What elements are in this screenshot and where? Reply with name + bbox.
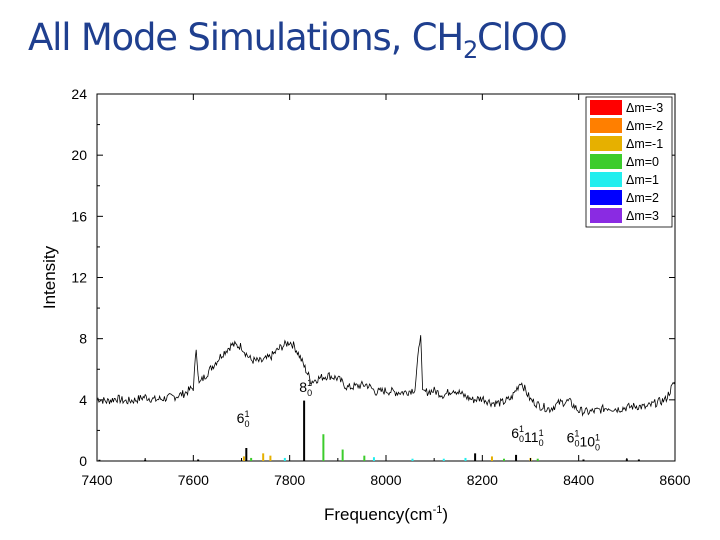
y-tick-label: 0 xyxy=(79,453,87,469)
legend-swatch xyxy=(590,208,622,223)
legend-label: Δm=3 xyxy=(626,209,659,223)
legend-swatch xyxy=(590,136,622,151)
legend-swatch xyxy=(590,118,622,133)
mode-label: 61 0101 0 xyxy=(567,429,600,453)
x-axis-label: Frequency(cm-1) xyxy=(324,504,448,524)
x-tick-label: 8000 xyxy=(370,472,401,488)
y-tick-label: 16 xyxy=(71,208,87,224)
legend-label: Δm=-2 xyxy=(626,119,663,133)
y-axis-label: Intensity xyxy=(40,245,59,309)
y-tick-label: 20 xyxy=(71,147,87,163)
legend-label: Δm=2 xyxy=(626,191,659,205)
legend-label: Δm=0 xyxy=(626,155,659,169)
legend-swatch xyxy=(590,190,622,205)
x-tick-label: 7400 xyxy=(81,472,112,488)
x-tick-label: 8600 xyxy=(659,472,690,488)
legend-label: Δm=-1 xyxy=(626,137,663,151)
mode-label: 61 0111 0 xyxy=(511,424,543,448)
legend: Δm=-3 Δm=-2 Δm=-1 Δm=0 Δm=1 Δm=2 Δm=3 xyxy=(585,96,673,228)
slide-title: All Mode Simulations, CH2ClOO xyxy=(28,16,568,64)
legend-swatch xyxy=(590,100,622,115)
mode-annotations: 61 0 81 0 61 0111 0 61 0101 0 xyxy=(237,378,600,452)
legend-label: Δm=-3 xyxy=(626,101,663,115)
legend-swatch xyxy=(590,154,622,169)
legend-label: Δm=1 xyxy=(626,173,659,187)
x-tick-label: 7800 xyxy=(274,472,305,488)
mode-label: 81 0 xyxy=(299,378,312,398)
y-tick-label: 12 xyxy=(71,270,87,286)
y-tick-label: 24 xyxy=(71,86,87,102)
legend-swatch xyxy=(590,172,622,187)
y-axis-ticks: 0 4 8 12 16 20 24 xyxy=(71,86,675,469)
x-axis-ticks: 7400 7600 7800 8000 8200 8400 8600 xyxy=(81,94,691,488)
x-tick-label: 8200 xyxy=(467,472,498,488)
x-tick-label: 7600 xyxy=(178,472,209,488)
trace-line xyxy=(96,335,676,417)
mode-label: 61 0 xyxy=(237,409,250,429)
simulation-sticks xyxy=(98,400,640,461)
y-tick-label: 8 xyxy=(79,331,87,347)
experimental-trace xyxy=(96,335,676,417)
y-tick-label: 4 xyxy=(79,392,87,408)
x-tick-label: 8400 xyxy=(563,472,594,488)
